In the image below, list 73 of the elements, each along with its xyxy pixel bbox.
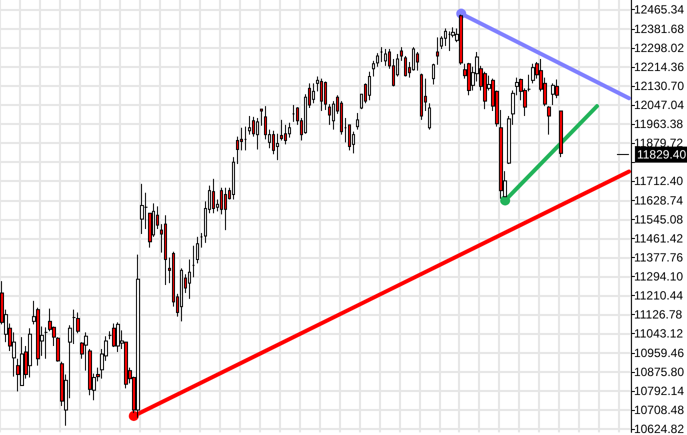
candlestick <box>551 82 555 106</box>
candlestick <box>260 108 263 126</box>
candlestick <box>444 28 447 47</box>
y-tick-label: 11294.10 <box>634 270 684 284</box>
candlestick <box>400 46 403 62</box>
y-tick-label: 11628.74 <box>634 193 684 208</box>
candlestick <box>436 36 439 66</box>
candlestick <box>448 30 451 52</box>
candlestick <box>192 245 195 278</box>
candlestick <box>459 14 463 66</box>
candlestick <box>44 326 48 360</box>
candlestick <box>368 71 371 101</box>
candlestick <box>420 73 423 120</box>
y-tick-label: 11377.76 <box>634 250 684 264</box>
point <box>500 195 510 206</box>
candlestick <box>559 110 563 158</box>
candlestick <box>136 254 140 418</box>
candlestick <box>280 119 283 142</box>
candlestick <box>324 81 327 111</box>
candlestick <box>312 82 315 104</box>
candlestick <box>292 104 295 122</box>
y-tick-label: 11043.12 <box>634 326 684 341</box>
candlestick <box>232 156 235 200</box>
candlestick <box>404 56 407 78</box>
candlestick <box>432 63 435 86</box>
y-tick-label: 11963.38 <box>634 117 684 132</box>
candlestick <box>248 115 251 136</box>
candlestick <box>356 112 359 130</box>
candlestick <box>416 51 419 72</box>
y-tick-label: 12381.68 <box>634 22 684 36</box>
candlestick <box>116 322 120 352</box>
y-tick-label: 12465.34 <box>634 2 684 17</box>
candlestick <box>224 187 227 231</box>
point <box>128 410 139 421</box>
candlestick <box>244 126 247 151</box>
candlestick <box>256 118 259 150</box>
candlestick <box>328 104 331 126</box>
ref-line-label: 11829.40 <box>636 148 686 162</box>
candlestick <box>376 52 379 68</box>
candlestick <box>372 60 375 78</box>
y-tick-label: 10708.48 <box>634 402 684 417</box>
candlestick <box>196 236 199 264</box>
y-tick-label: 11545.08 <box>634 212 684 226</box>
candlestick <box>467 62 471 96</box>
candlestick <box>320 78 323 112</box>
candlestick <box>276 133 279 161</box>
candlestick <box>28 328 32 378</box>
candlestick <box>84 332 88 372</box>
candlestick <box>140 183 144 234</box>
y-tick-label: 12298.02 <box>634 40 684 55</box>
y-tick-label: 10959.46 <box>634 346 684 360</box>
y-tick-label: 11712.40 <box>634 174 684 188</box>
y-tick-label: 11126.78 <box>634 308 683 322</box>
y-tick-label: 12130.70 <box>634 78 684 93</box>
candlestick <box>200 232 203 248</box>
candlestick <box>164 214 167 286</box>
y-tick-label: 11461.42 <box>634 231 684 246</box>
candlestick <box>180 268 183 322</box>
candlestick <box>531 63 535 84</box>
y-tick-label: 10875.80 <box>634 364 684 379</box>
candlestick <box>547 106 551 136</box>
candlestick <box>212 178 215 214</box>
y-tick-label: 10792.14 <box>634 384 684 398</box>
candlestick <box>380 46 383 62</box>
y-tick-label: 11879.72 <box>634 136 684 150</box>
candlestick <box>384 48 387 66</box>
y-tick-label: 11210.44 <box>634 288 684 303</box>
y-tick-label: 12214.36 <box>634 60 684 74</box>
y-tick-label: 12047.04 <box>634 98 684 112</box>
candlestick <box>428 102 431 130</box>
y-tick-label: 10624.82 <box>634 422 684 435</box>
candlestick <box>188 258 191 300</box>
candlestick <box>284 124 287 145</box>
